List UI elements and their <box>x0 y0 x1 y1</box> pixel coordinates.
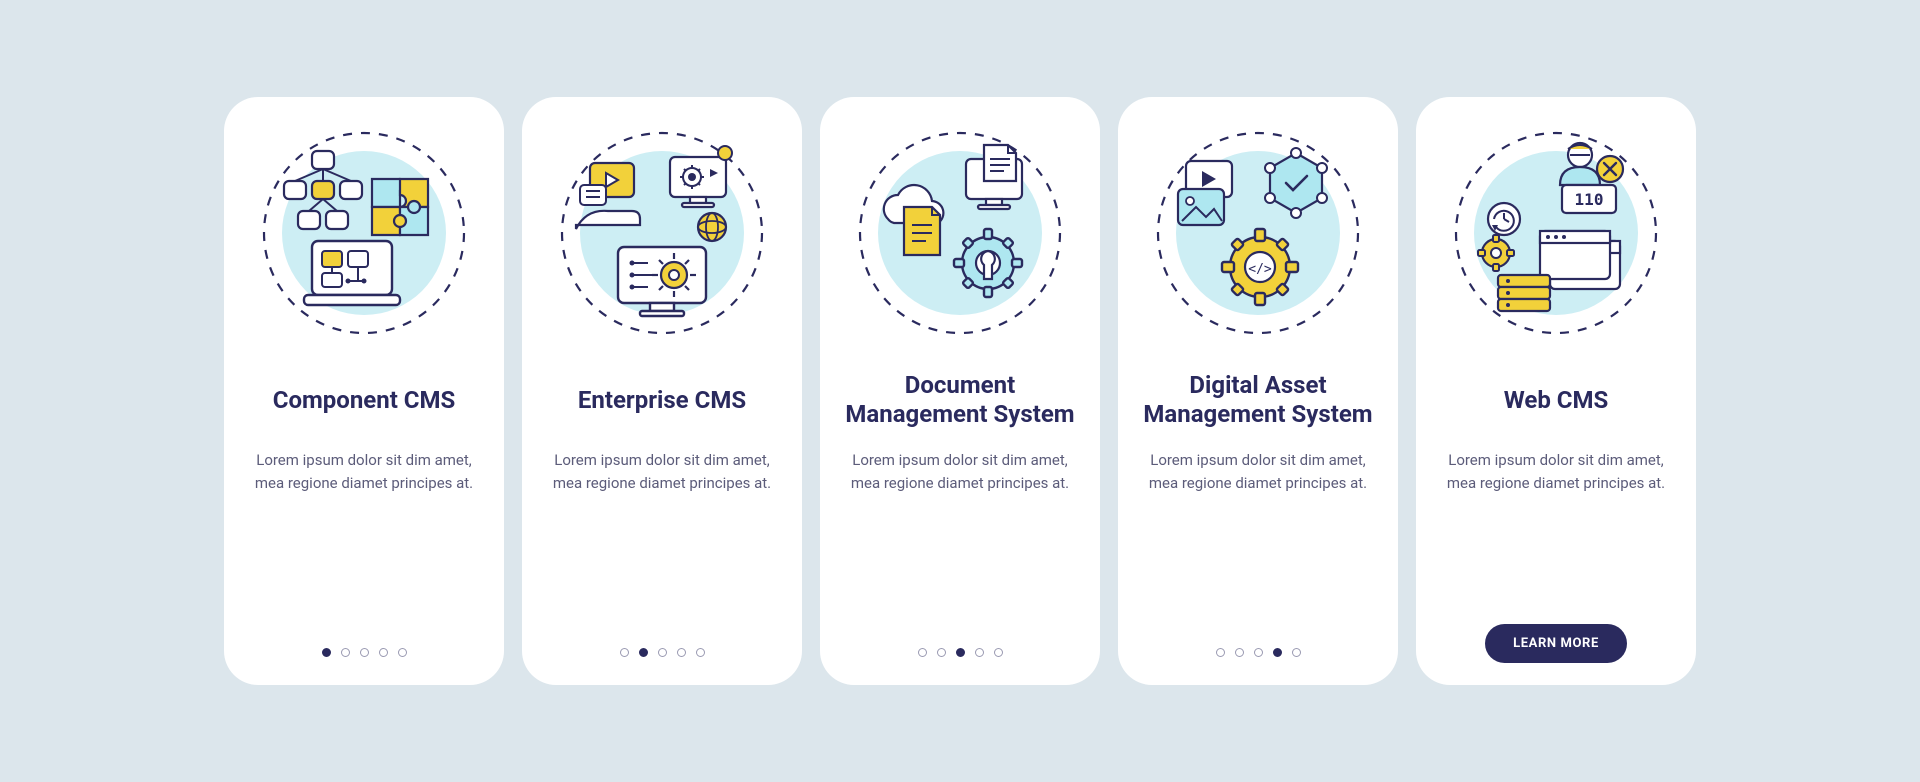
svg-text:110: 110 <box>1575 190 1604 209</box>
pagination-dots <box>322 648 407 657</box>
dot[interactable] <box>341 648 350 657</box>
dot[interactable] <box>639 648 648 657</box>
dot[interactable] <box>918 648 927 657</box>
dot[interactable] <box>658 648 667 657</box>
card-description: Lorem ipsum dolor sit dim amet, mea regi… <box>1446 449 1666 496</box>
pagination-dots <box>620 648 705 657</box>
dot[interactable] <box>398 648 407 657</box>
onboarding-card: Document Management System Lorem ipsum d… <box>820 97 1100 685</box>
dot[interactable] <box>696 648 705 657</box>
web-cms-icon: 110 <box>1446 123 1666 343</box>
card-description: Lorem ipsum dolor sit dim amet, mea regi… <box>1148 449 1368 496</box>
dot[interactable] <box>937 648 946 657</box>
digital-asset-icon: </> <box>1148 123 1368 343</box>
dot[interactable] <box>1254 648 1263 657</box>
dot[interactable] <box>1273 648 1282 657</box>
card-title: Digital Asset Management System <box>1138 371 1378 429</box>
card-description: Lorem ipsum dolor sit dim amet, mea regi… <box>552 449 772 496</box>
dot[interactable] <box>1235 648 1244 657</box>
card-description: Lorem ipsum dolor sit dim amet, mea regi… <box>850 449 1070 496</box>
learn-more-button[interactable]: LEARN MORE <box>1485 624 1627 663</box>
svg-text:</>: </> <box>1248 262 1272 277</box>
enterprise-cms-icon <box>552 123 772 343</box>
pagination-dots <box>918 648 1003 657</box>
card-description: Lorem ipsum dolor sit dim amet, mea regi… <box>254 449 474 496</box>
dot[interactable] <box>322 648 331 657</box>
dot[interactable] <box>360 648 369 657</box>
onboarding-card: Component CMS Lorem ipsum dolor sit dim … <box>224 97 504 685</box>
card-title: Document Management System <box>840 371 1080 429</box>
dot[interactable] <box>956 648 965 657</box>
dot[interactable] <box>677 648 686 657</box>
card-title: Component CMS <box>273 371 456 429</box>
dot[interactable] <box>975 648 984 657</box>
document-management-icon <box>850 123 1070 343</box>
card-title: Enterprise CMS <box>578 371 746 429</box>
card-title: Web CMS <box>1504 371 1609 429</box>
onboarding-card: 110 <box>1416 97 1696 685</box>
dot[interactable] <box>1216 648 1225 657</box>
component-cms-icon <box>254 123 474 343</box>
dot[interactable] <box>620 648 629 657</box>
dot[interactable] <box>1292 648 1301 657</box>
dot[interactable] <box>994 648 1003 657</box>
card-container: Component CMS Lorem ipsum dolor sit dim … <box>224 97 1696 685</box>
pagination-dots <box>1216 648 1301 657</box>
onboarding-card: Enterprise CMS Lorem ipsum dolor sit dim… <box>522 97 802 685</box>
dot[interactable] <box>379 648 388 657</box>
onboarding-card: </> Digital Asset Management System Lore… <box>1118 97 1398 685</box>
